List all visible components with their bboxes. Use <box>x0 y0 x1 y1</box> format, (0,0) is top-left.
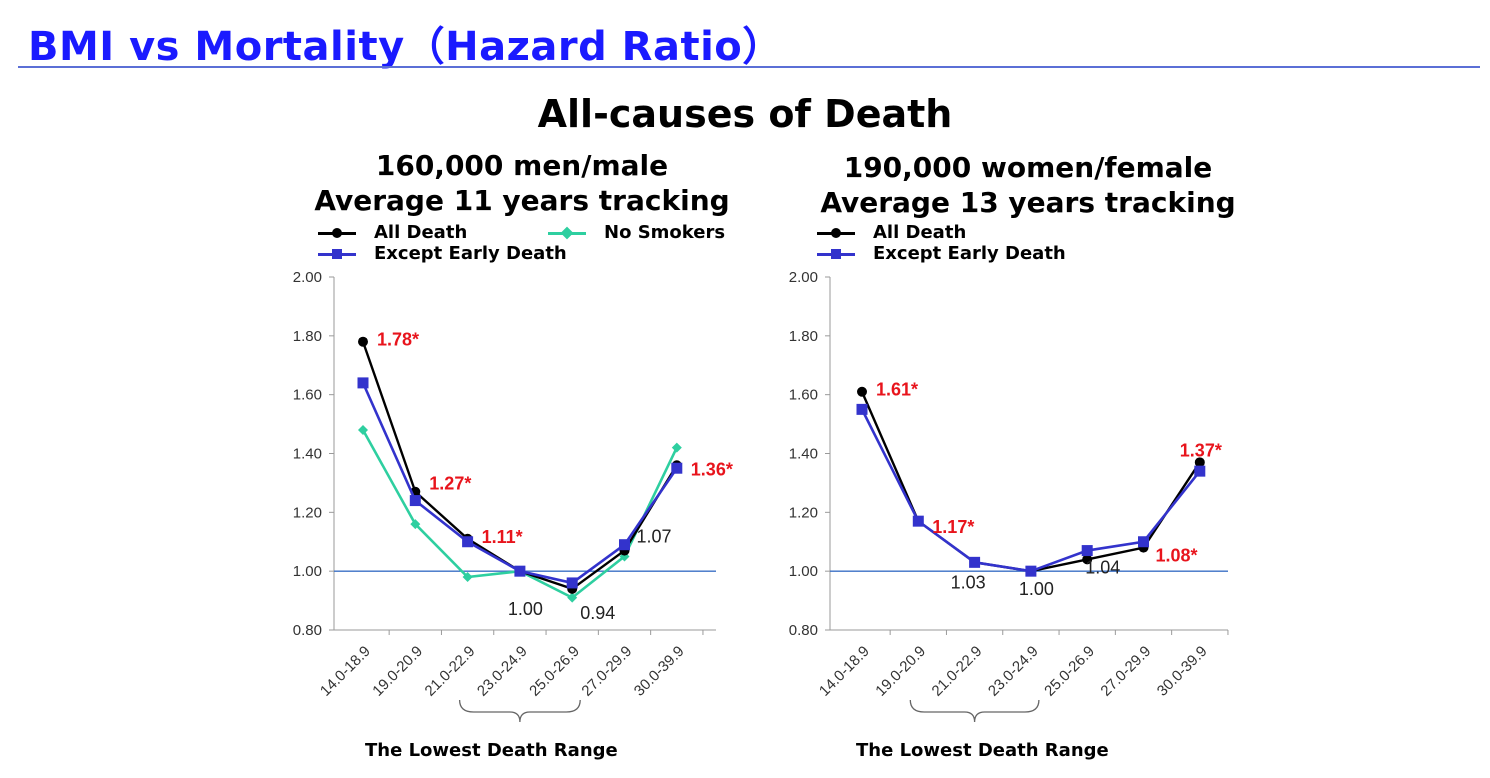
men-series-except-early-line <box>361 382 678 585</box>
men-lowest-range-label: The Lowest Death Range <box>365 740 618 761</box>
women-series-except-early-point <box>1138 536 1149 548</box>
women-x-tick-label: 25.0-26.9 <box>1041 643 1098 700</box>
women-series-all-death-line <box>860 391 1201 573</box>
men-series-no-smokers-point <box>410 519 421 530</box>
men-series-all-death-line <box>361 341 678 591</box>
men-series-except-early-point <box>357 377 369 389</box>
women-legend-all-death-swatch <box>817 226 855 240</box>
title-divider <box>18 66 1480 68</box>
men-series-except-early-point <box>514 565 526 577</box>
women-y-tick-label: 1.20 <box>789 504 818 521</box>
women-y-tick-label: 0.80 <box>789 622 818 639</box>
men-legend-all-death: All Death <box>318 222 467 243</box>
women-series-except-early-line <box>860 408 1201 573</box>
men-legend-except-early-label: Except Early Death <box>374 243 567 264</box>
men-y-tick-label: 1.80 <box>293 328 322 345</box>
men-data-label: 1.78* <box>377 330 419 350</box>
men-y-tick-label: 1.40 <box>293 446 322 463</box>
women-x-tick-label: 27.0-29.9 <box>1097 643 1154 700</box>
page-title: BMI vs Mortality（Hazard Ratio） <box>28 24 783 70</box>
men-series-all-death-point <box>358 336 368 347</box>
men-legend-all-death-label: All Death <box>374 222 468 243</box>
men-legend-except-early: Except Early Death <box>318 243 567 264</box>
women-panel-title: 190,000 women/female Average 13 years tr… <box>778 150 1278 220</box>
women-lowest-range-brace <box>909 699 1040 723</box>
men-legend-no-smokers-label: No Smokers <box>604 222 726 243</box>
men-legend-all-death-swatch <box>318 226 356 240</box>
women-series-except-early-point <box>969 556 981 568</box>
women-data-label: 1.17* <box>932 517 974 537</box>
women-y-tick-label: 1.40 <box>789 446 818 463</box>
section-title: All-causes of Death <box>537 92 953 136</box>
men-legend-no-smokers: No Smokers <box>548 222 725 243</box>
women-x-tick-label: 14.0-18.9 <box>816 643 873 700</box>
men-legend-no-smokers-swatch <box>548 226 586 240</box>
women-data-label: 1.37* <box>1180 440 1222 460</box>
men-x-tick-label: 30.0-39.9 <box>631 643 688 700</box>
women-x-tick-label: 21.0-22.9 <box>929 643 986 700</box>
women-legend-except-early-label: Except Early Death <box>873 243 1066 264</box>
women-data-label: 1.00 <box>1019 579 1054 599</box>
men-series-except-early-point <box>566 577 578 589</box>
women-y-tick-label: 1.80 <box>789 328 818 345</box>
women-data-label: 1.08* <box>1156 546 1198 566</box>
men-series-except-early-point <box>409 495 421 507</box>
women-data-label: 1.61* <box>876 380 918 400</box>
women-data-label: 1.03 <box>951 572 986 592</box>
men-y-tick-label: 1.60 <box>293 387 322 404</box>
women-title-line1: 190,000 women/female <box>843 151 1213 184</box>
men-series-no-smokers-point <box>671 442 682 453</box>
men-y-tick-label: 2.00 <box>293 269 322 286</box>
men-x-tick-label: 27.0-29.9 <box>578 643 635 700</box>
women-legend-all-death-label: All Death <box>873 222 967 243</box>
women-series-except-early-point <box>1194 465 1206 477</box>
men-x-tick-label: 19.0-20.9 <box>369 643 426 700</box>
women-data-label: 1.04 <box>1085 557 1120 577</box>
men-y-tick-label: 0.80 <box>293 622 322 639</box>
men-data-label: 1.07 <box>637 527 672 547</box>
men-series-except-early-point <box>671 462 683 474</box>
women-series-all-death-point <box>1194 457 1205 468</box>
women-x-tick-label: 30.0-39.9 <box>1154 643 1211 700</box>
men-data-label: 1.36* <box>691 459 733 479</box>
women-legend-except-early-swatch <box>817 247 855 261</box>
men-data-label: 1.00 <box>508 599 543 619</box>
women-y-tick-label: 1.60 <box>789 387 818 404</box>
women-legend-except-early: Except Early Death <box>817 243 1066 264</box>
women-series-all-death-point <box>1082 554 1093 565</box>
men-x-tick-label: 14.0-18.9 <box>317 643 374 700</box>
women-series-except-early-point <box>856 403 868 415</box>
men-title-line2: Average 11 years tracking <box>314 184 730 217</box>
women-x-tick-label: 19.0-20.9 <box>872 643 929 700</box>
women-series-except-early-point <box>1081 545 1093 557</box>
men-y-tick-label: 1.20 <box>293 504 322 521</box>
men-title-line1: 160,000 men/male <box>375 149 669 182</box>
men-data-label: 1.27* <box>429 474 471 494</box>
men-x-tick-label: 25.0-26.9 <box>526 643 583 700</box>
men-series-no-smokers-point <box>567 592 578 603</box>
women-legend-all-death: All Death <box>817 222 966 243</box>
women-y-tick-label: 2.00 <box>789 269 818 286</box>
men-series-no-smokers-point <box>462 572 473 583</box>
men-panel-title: 160,000 men/male Average 11 years tracki… <box>272 148 772 218</box>
women-title-line2: Average 13 years tracking <box>820 186 1236 219</box>
men-legend-except-early-swatch <box>318 247 356 261</box>
men-series-no-smokers-point <box>358 424 368 435</box>
men-data-label: 0.94 <box>580 603 615 623</box>
women-lowest-range-label: The Lowest Death Range <box>856 740 1109 761</box>
women-series-except-early-point <box>1025 565 1037 577</box>
men-data-label: 1.11* <box>482 527 523 547</box>
men-series-except-early-point <box>619 539 630 551</box>
women-y-tick-label: 1.00 <box>789 563 818 580</box>
men-lowest-range-brace <box>458 699 581 723</box>
men-x-tick-label: 21.0-22.9 <box>422 643 479 700</box>
men-x-tick-label: 23.0-24.9 <box>474 643 531 700</box>
women-x-tick-label: 23.0-24.9 <box>985 643 1042 700</box>
men-series-except-early-point <box>462 536 474 548</box>
women-series-except-early-point <box>912 515 924 527</box>
men-y-tick-label: 1.00 <box>293 563 322 580</box>
women-series-all-death-point <box>857 386 867 397</box>
